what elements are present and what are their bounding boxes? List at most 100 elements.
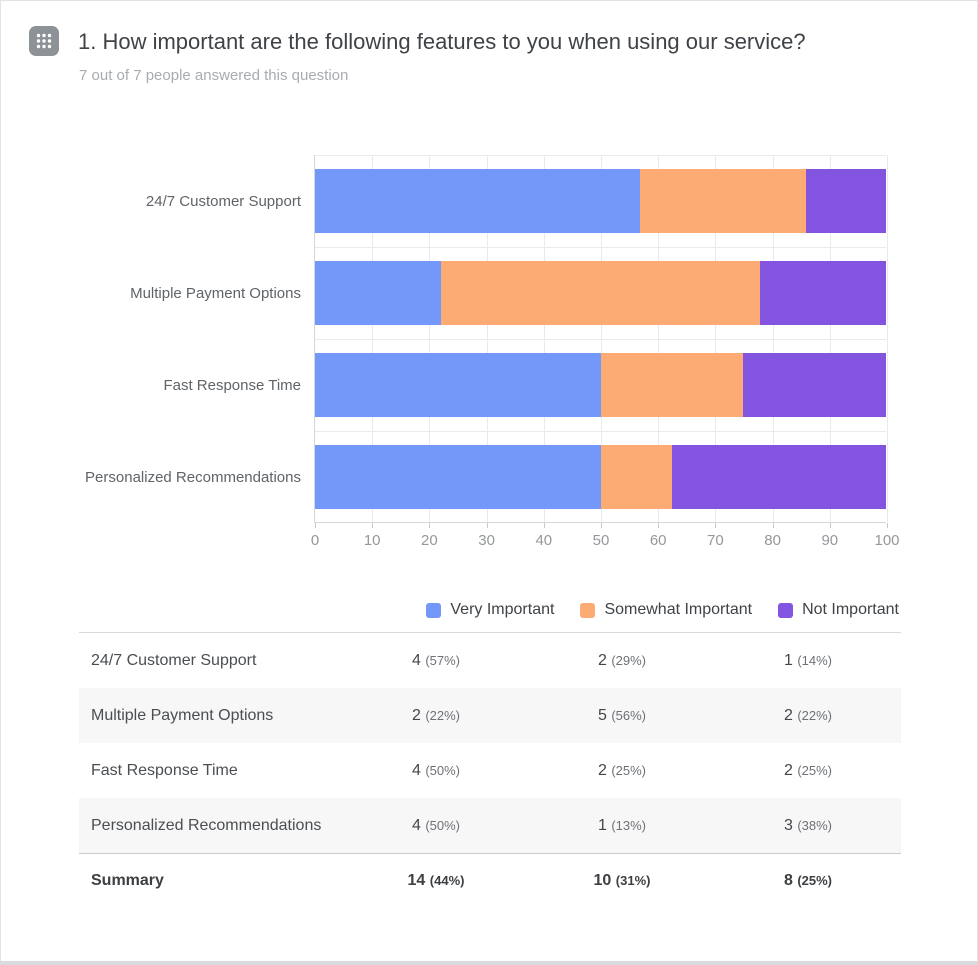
axis-tick xyxy=(772,523,774,528)
percent-value: (25%) xyxy=(797,762,833,778)
summary-row: Summary 14 (44%) 10 (31%) 8 (25%) xyxy=(79,853,901,908)
bar-segment-very-important[interactable] xyxy=(315,261,441,325)
count-cell: 2 (25%) xyxy=(783,761,833,779)
gridline-vertical xyxy=(887,155,888,522)
axis-tick xyxy=(315,523,316,528)
count-cell: 4 (57%) xyxy=(411,651,461,669)
bar-segment-very-important[interactable] xyxy=(315,169,641,233)
axis-tick xyxy=(486,523,488,528)
results-table: 24/7 Customer Support 4 (57%) 2 (29%) 1 (14… xyxy=(79,632,901,908)
gridline-vertical xyxy=(772,155,774,522)
legend-item-not-important[interactable]: Not Important xyxy=(778,601,899,619)
axis-tick-label: 60 xyxy=(649,532,667,549)
axis-tick-label: 20 xyxy=(421,532,438,549)
bar-segment-somewhat-important[interactable] xyxy=(640,169,807,233)
axis-tick xyxy=(601,523,602,528)
percent-value: (50%) xyxy=(425,762,461,778)
legend-item-somewhat-important[interactable]: Somewhat Important xyxy=(580,601,752,619)
bar-segment-not-important[interactable] xyxy=(760,261,886,325)
axis-tick xyxy=(372,523,374,528)
count-cell: 2 (22%) xyxy=(783,706,833,724)
axis-tick xyxy=(543,523,545,528)
bar-row xyxy=(315,261,886,325)
count-cell: 8 (25%) xyxy=(783,872,833,889)
gridline-horizontal xyxy=(315,247,886,248)
bar-segment-not-important[interactable] xyxy=(671,445,886,509)
bar-segment-very-important[interactable] xyxy=(315,353,601,417)
axis-tick xyxy=(658,523,660,528)
count-cell: 1 (13%) xyxy=(597,816,647,834)
axis-tick-label: 70 xyxy=(707,532,724,549)
gridline-horizontal xyxy=(315,339,886,340)
count-cell: 2 (22%) xyxy=(411,706,461,724)
row-label: Fast Response Time xyxy=(91,761,238,779)
count-cell: 3 (38%) xyxy=(783,816,833,834)
chart-category-labels: 24/7 Customer Support Multiple Payment Op… xyxy=(1,155,301,523)
gridline-vertical xyxy=(658,155,660,522)
axis-tick-label: 100 xyxy=(874,532,900,549)
axis-tick-label: 30 xyxy=(478,532,495,549)
count-cell: 5 (56%) xyxy=(597,706,647,724)
axis-tick-label: 80 xyxy=(764,532,781,549)
category-label: Personalized Recommendations xyxy=(85,468,301,486)
axis-tick-label: 0 xyxy=(310,532,320,549)
gridline-vertical xyxy=(429,155,431,522)
count-cell: 4 (50%) xyxy=(411,816,461,834)
legend-item-very-important[interactable]: Very Important xyxy=(426,601,554,619)
stacked-bar-chart: 0 10 20 30 40 50 60 70 80 90 100 xyxy=(311,155,900,549)
bar-segment-somewhat-important[interactable] xyxy=(600,445,672,509)
drag-handle-grid-icon[interactable] xyxy=(29,26,59,56)
gridline-horizontal xyxy=(315,155,886,156)
percent-value: (44%) xyxy=(429,873,465,888)
axis-tick xyxy=(887,523,888,528)
table-row: Fast Response Time 4 (50%) 2 (25%) 2 (25%) xyxy=(79,743,901,798)
gridline-vertical xyxy=(543,155,545,522)
bar-row xyxy=(315,445,886,509)
percent-value: (29%) xyxy=(611,652,647,668)
legend-label: Not Important xyxy=(802,601,899,618)
bar-segment-very-important[interactable] xyxy=(315,445,601,509)
category-label: 24/7 Customer Support xyxy=(145,192,301,210)
percent-value: (14%) xyxy=(797,652,833,668)
axis-tick xyxy=(829,523,831,528)
percent-value: (25%) xyxy=(797,873,833,888)
bar-segment-not-important[interactable] xyxy=(743,353,886,417)
row-label: Multiple Payment Options xyxy=(91,706,274,724)
table-row: Personalized Recommendations 4 (50%) 1 (13… xyxy=(79,798,901,853)
legend-swatch xyxy=(778,602,794,618)
question-answer-count: 7 out of 7 people answered this question xyxy=(79,67,349,84)
count-cell: 14 (44%) xyxy=(407,872,465,889)
row-label: Summary xyxy=(91,872,164,889)
category-label: Multiple Payment Options xyxy=(130,284,301,302)
percent-value: (56%) xyxy=(611,707,647,723)
table-row: Multiple Payment Options 2 (22%) 5 (56%) 2 … xyxy=(79,688,901,743)
legend-swatch xyxy=(580,602,596,618)
gridline-vertical xyxy=(486,155,488,522)
legend-label: Somewhat Important xyxy=(604,601,753,618)
gridline-vertical xyxy=(829,155,831,522)
axis-tick xyxy=(429,523,431,528)
count-cell: 2 (29%) xyxy=(597,651,647,669)
category-label: Fast Response Time xyxy=(163,376,301,394)
row-label: Personalized Recommendations xyxy=(91,816,322,834)
axis-tick xyxy=(715,523,717,528)
legend-swatch xyxy=(426,602,442,618)
bar-segment-somewhat-important[interactable] xyxy=(440,261,761,325)
count-cell: 1 (14%) xyxy=(783,651,833,669)
question-title: 1. How important are the following featu… xyxy=(78,29,806,54)
percent-value: (13%) xyxy=(611,817,647,833)
percent-value: (50%) xyxy=(425,817,461,833)
bar-segment-somewhat-important[interactable] xyxy=(600,353,744,417)
gridline-horizontal xyxy=(315,431,886,432)
gridline-vertical xyxy=(715,155,717,522)
chart-legend: Very Important Somewhat Important Not Impo… xyxy=(426,601,899,619)
percent-value: (57%) xyxy=(425,652,461,668)
bar-segment-not-important[interactable] xyxy=(806,169,886,233)
count-cell: 2 (25%) xyxy=(597,761,647,779)
row-label: 24/7 Customer Support xyxy=(91,651,257,669)
legend-label: Very Important xyxy=(450,601,555,618)
axis-tick-label: 10 xyxy=(363,532,381,549)
table-row: 24/7 Customer Support 4 (57%) 2 (29%) 1 (14… xyxy=(79,633,901,688)
percent-value: (31%) xyxy=(615,873,651,888)
gridline-vertical xyxy=(372,155,374,522)
